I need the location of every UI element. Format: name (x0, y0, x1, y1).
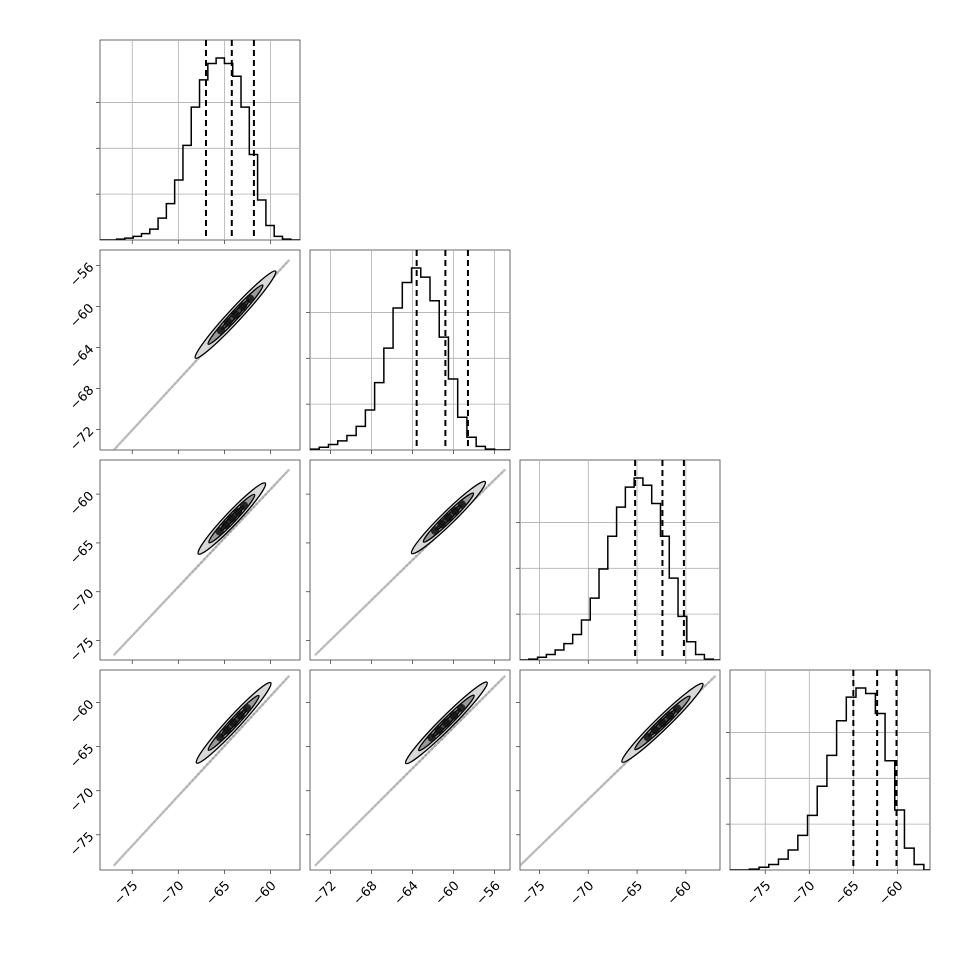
pair-inner (112, 674, 291, 867)
hist-frame (309, 249, 511, 451)
hist-step-line (310, 267, 510, 450)
density-band (314, 675, 506, 867)
pair-frame (99, 459, 301, 661)
density-band (113, 675, 290, 867)
x-tick-label: −64 (392, 878, 422, 908)
y-tick-label: −65 (67, 741, 97, 771)
y-tick-label: −60 (67, 697, 97, 727)
density-peak (215, 733, 225, 742)
density-peak (231, 310, 240, 319)
y-tick-label: −60 (67, 301, 97, 331)
density-peak (444, 513, 453, 522)
x-tick-label: −60 (433, 878, 463, 908)
x-tick-label: −56 (474, 878, 504, 908)
pair-frame (309, 459, 511, 661)
hist-step-line (100, 57, 300, 240)
x-tick-label: −60 (876, 878, 906, 908)
density-peak (658, 718, 667, 728)
density-peak (227, 514, 236, 523)
pair-panel-1 (96, 249, 301, 454)
density-peak (450, 506, 460, 516)
pair-frame (519, 669, 721, 871)
hist-panel-2 (306, 249, 511, 454)
x-tick-label: −65 (832, 878, 862, 908)
pair-inner (313, 468, 507, 657)
density-peak (215, 527, 224, 536)
pair-frame (99, 669, 301, 871)
hist-frame (99, 39, 301, 241)
x-tick-label: −75 (111, 878, 141, 908)
density-peak (221, 520, 230, 530)
y-tick-label: −70 (67, 785, 97, 815)
y-tick-label: −70 (67, 586, 97, 616)
density-peak (457, 703, 466, 713)
density-peak (643, 732, 652, 742)
density-peak (434, 726, 444, 735)
density-peak (442, 718, 451, 728)
pair-panel-2 (96, 459, 301, 664)
density-peak (449, 711, 459, 720)
density-peak (245, 294, 255, 303)
x-tick-label: −65 (203, 878, 233, 908)
pair-frame (99, 249, 301, 451)
y-tick-label: −68 (67, 383, 97, 413)
hist-frame (729, 669, 931, 871)
pair-inner (112, 468, 291, 657)
y-tick-label: −75 (67, 635, 97, 665)
density-peak (665, 711, 674, 720)
density-peak (427, 733, 436, 742)
density-peak (229, 718, 238, 728)
x-tick-label: −72 (310, 878, 340, 908)
density-peak (216, 326, 226, 335)
density-peak (222, 725, 232, 735)
y-tick-label: −56 (67, 260, 97, 290)
y-tick-label: −64 (67, 342, 97, 372)
hist-panel-4 (726, 669, 931, 874)
density-peak (437, 519, 446, 529)
hist-step-line (520, 477, 720, 660)
y-tick-label: −72 (67, 424, 97, 454)
pair-panel-5 (306, 669, 511, 874)
density-peak (457, 500, 467, 509)
x-tick-label: −68 (351, 878, 381, 908)
x-tick-label: −70 (788, 878, 818, 908)
x-tick-label: −70 (157, 878, 187, 908)
y-tick-label: −60 (67, 489, 97, 519)
pair-inner (112, 258, 291, 450)
density-peak (223, 318, 233, 327)
density-peak (430, 526, 440, 535)
pair-panel-3 (306, 459, 511, 664)
density-peak (239, 501, 249, 510)
hist-frame (519, 459, 721, 661)
pair-panel-4 (96, 669, 301, 874)
pair-inner (313, 674, 507, 867)
hist-step-line (730, 687, 930, 870)
y-tick-label: −75 (67, 829, 97, 859)
x-tick-label: −70 (567, 878, 597, 908)
hist-panel-3 (516, 459, 721, 664)
density-peak (233, 507, 243, 517)
density-band (113, 469, 290, 656)
density-peak (672, 704, 682, 713)
x-tick-label: −75 (744, 878, 774, 908)
x-tick-label: −65 (616, 878, 646, 908)
hist-panel-1 (96, 39, 301, 244)
x-tick-label: −75 (519, 878, 549, 908)
pair-inner (520, 674, 717, 867)
y-tick-label: −65 (67, 538, 97, 568)
density-peak (242, 704, 252, 713)
density-peak (236, 711, 245, 720)
pair-frame (309, 669, 511, 871)
density-peak (238, 302, 247, 311)
pair-panel-6 (516, 669, 721, 874)
density-peak (650, 725, 660, 735)
x-tick-label: −60 (665, 878, 695, 908)
x-tick-label: −60 (250, 878, 280, 908)
